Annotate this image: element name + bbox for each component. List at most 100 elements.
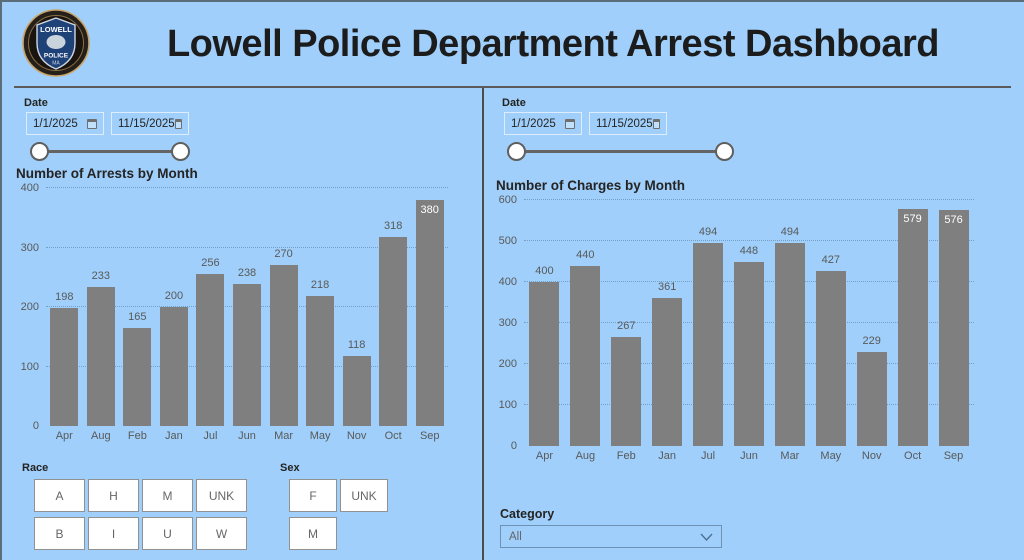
bar-value-label: 256 bbox=[201, 256, 220, 269]
calendar-icon[interactable] bbox=[652, 118, 660, 129]
y-axis-tick: 400 bbox=[20, 182, 39, 194]
bars: 400 440 267 361 494 448 494 427 229 579 576 bbox=[524, 200, 974, 446]
y-axis-tick: 0 bbox=[510, 440, 517, 452]
bar-value-label: 448 bbox=[739, 245, 759, 258]
sex-option-m[interactable]: M bbox=[289, 517, 337, 550]
bar-sep[interactable]: 380 bbox=[415, 199, 444, 426]
gridline bbox=[46, 246, 448, 248]
bar-slot: 267 bbox=[606, 200, 647, 446]
end-date-value: 11/15/2025 bbox=[596, 117, 653, 130]
y-axis-tick: 200 bbox=[498, 358, 517, 371]
sex-filter-label: Sex bbox=[280, 462, 300, 474]
bar-apr[interactable]: 400 bbox=[529, 265, 560, 446]
bar-value-label: 267 bbox=[617, 319, 636, 332]
category-dropdown[interactable]: All bbox=[500, 525, 722, 548]
x-axis-label-jan: Jan bbox=[165, 430, 183, 442]
x-axis-label-jun: Jun bbox=[238, 430, 256, 442]
chart-title: Number of Arrests by Month bbox=[16, 166, 198, 181]
y-axis-tick: 300 bbox=[20, 241, 39, 254]
chart-title: Number of Charges by Month bbox=[496, 178, 686, 193]
x-axis-label-mar: Mar bbox=[780, 450, 800, 462]
bar-feb[interactable]: 267 bbox=[611, 320, 642, 446]
calendar-icon[interactable] bbox=[87, 118, 97, 129]
bar-nov[interactable]: 229 bbox=[856, 335, 887, 446]
bar-slot: 256 bbox=[192, 188, 229, 426]
x-axis-labels: Apr Aug Feb Jan Jul Jun Mar May Nov Oct Sep bbox=[46, 426, 448, 442]
bar-value-label: 229 bbox=[862, 335, 881, 348]
bar-slot: 427 bbox=[810, 200, 851, 446]
slider-handle-start[interactable] bbox=[507, 142, 526, 161]
race-option-i[interactable]: I bbox=[88, 517, 139, 550]
slider-handle-end[interactable] bbox=[715, 142, 734, 161]
x-axis-label-may: May bbox=[820, 450, 842, 462]
bar-nov[interactable]: 118 bbox=[342, 339, 371, 426]
race-option-b[interactable]: B bbox=[34, 517, 85, 550]
bar-jan[interactable]: 200 bbox=[159, 290, 188, 426]
bar-jul[interactable]: 494 bbox=[693, 226, 724, 446]
x-axis-label-apr: Apr bbox=[55, 430, 73, 442]
y-axis-tick: 200 bbox=[20, 301, 39, 313]
slider-handle-start[interactable] bbox=[30, 142, 49, 161]
bar-value-label: 238 bbox=[237, 267, 257, 280]
bar-oct[interactable]: 318 bbox=[379, 220, 408, 426]
bar-oct[interactable]: 579 bbox=[897, 208, 928, 446]
date-range-slider[interactable] bbox=[507, 142, 734, 161]
panel-divider bbox=[482, 88, 484, 560]
race-option-h[interactable]: H bbox=[88, 479, 139, 512]
sex-option-unk[interactable]: UNK bbox=[340, 479, 388, 512]
date-filter-label: Date bbox=[502, 97, 526, 109]
race-option-unk[interactable]: UNK bbox=[196, 479, 247, 512]
bar-slot: 318 bbox=[375, 188, 412, 426]
plot-area: 400 440 267 361 494 448 494 427 229 579 576 bbox=[524, 199, 974, 446]
y-axis: 0 100 200 300 400 bbox=[16, 182, 46, 432]
gridline bbox=[524, 199, 974, 200]
bar-slot: 579 bbox=[892, 200, 933, 446]
bar-slot: 448 bbox=[729, 200, 770, 446]
bar-aug[interactable]: 440 bbox=[570, 249, 601, 446]
bar-value-label: 318 bbox=[384, 219, 403, 232]
race-option-a[interactable]: A bbox=[34, 479, 85, 512]
sex-option-f[interactable]: F bbox=[289, 479, 337, 512]
race-option-w[interactable]: W bbox=[196, 517, 247, 550]
bar-slot: 238 bbox=[229, 188, 266, 426]
bar-mar[interactable]: 270 bbox=[269, 248, 298, 426]
bar-value-label: 440 bbox=[576, 248, 595, 261]
x-axis-label-apr: Apr bbox=[535, 450, 554, 462]
date-range-inputs: 1/1/2025 11/15/2025 bbox=[26, 112, 189, 135]
bar-aug[interactable]: 233 bbox=[86, 270, 115, 426]
x-axis-label-jan: Jan bbox=[658, 450, 677, 462]
bar-feb[interactable]: 165 bbox=[123, 311, 152, 426]
bar-value-label: 579 bbox=[903, 212, 922, 225]
end-date-input[interactable]: 11/15/2025 bbox=[111, 112, 189, 135]
x-axis-label-aug: Aug bbox=[575, 450, 596, 462]
race-option-m[interactable]: M bbox=[142, 479, 193, 512]
date-range-slider[interactable] bbox=[30, 142, 190, 161]
bar-slot: 198 bbox=[46, 188, 83, 426]
bar-value-label: 400 bbox=[535, 265, 554, 277]
bar-jun[interactable]: 238 bbox=[233, 267, 261, 426]
calendar-icon[interactable] bbox=[565, 118, 575, 129]
bar-value-label: 218 bbox=[310, 279, 330, 292]
y-axis-tick: 600 bbox=[498, 194, 517, 206]
bar-may[interactable]: 427 bbox=[815, 254, 846, 446]
calendar-icon[interactable] bbox=[174, 118, 182, 129]
x-axis-label-feb: Feb bbox=[616, 450, 636, 462]
bars: 198 233 165 200 256 238 270 218 118 318 380 bbox=[46, 188, 448, 426]
race-option-u[interactable]: U bbox=[142, 517, 193, 550]
bar-jan[interactable]: 361 bbox=[652, 281, 683, 446]
bar-slot: 165 bbox=[119, 188, 156, 426]
bar-mar[interactable]: 494 bbox=[774, 226, 805, 446]
bar-value-label: 494 bbox=[780, 226, 800, 239]
category-filter-label: Category bbox=[500, 507, 555, 521]
start-date-input[interactable]: 1/1/2025 bbox=[26, 112, 104, 135]
bar-sep[interactable]: 576 bbox=[938, 209, 969, 446]
bar-apr[interactable]: 198 bbox=[50, 291, 79, 426]
bar-jun[interactable]: 448 bbox=[733, 245, 764, 446]
bar-jul[interactable]: 256 bbox=[196, 257, 225, 426]
start-date-input[interactable]: 1/1/2025 bbox=[504, 112, 582, 135]
bar-may[interactable]: 218 bbox=[306, 279, 335, 426]
slider-handle-end[interactable] bbox=[171, 142, 190, 161]
charges-panel: Date 1/1/2025 11/15/2025 Number of Charg… bbox=[484, 88, 1024, 560]
bar-slot: 494 bbox=[769, 200, 810, 446]
end-date-input[interactable]: 11/15/2025 bbox=[589, 112, 667, 135]
